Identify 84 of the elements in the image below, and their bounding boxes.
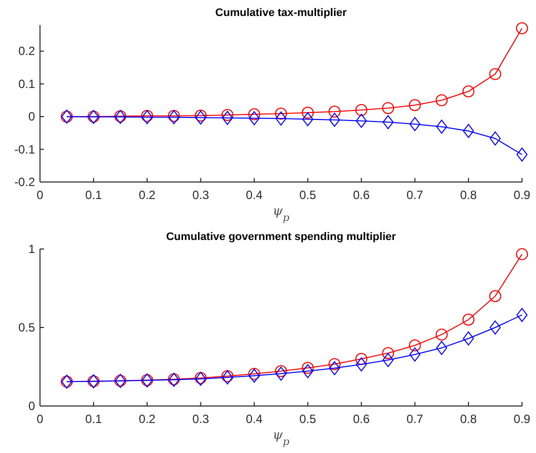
point [328, 358, 341, 370]
point [222, 110, 233, 125]
x-tick-label: 0 [36, 188, 44, 202]
x-tick-label: 0.3 [192, 412, 210, 426]
point [328, 106, 341, 118]
point [141, 110, 154, 122]
point [409, 117, 420, 132]
x-tick-label: 0.9 [514, 188, 531, 202]
y-tick-label: 0 [28, 399, 36, 413]
y-tick-label: 0.2 [18, 44, 36, 58]
point [382, 102, 394, 114]
point [194, 110, 207, 122]
point [221, 108, 234, 121]
y-tick-label: 0.5 [18, 320, 36, 334]
x-tick-label: 0.6 [352, 188, 370, 202]
x-tick-label: 0.1 [85, 188, 102, 202]
point [436, 120, 448, 134]
x-tick-label: 0.4 [246, 412, 263, 426]
point [329, 112, 340, 127]
point [436, 328, 448, 341]
x-tick-label: 0.6 [352, 412, 370, 426]
point [408, 99, 421, 112]
point [355, 352, 368, 365]
point [436, 340, 448, 355]
point [489, 68, 502, 80]
x-tick-label: 0.2 [138, 188, 156, 202]
point [409, 348, 420, 362]
x-tick-label: 0.1 [85, 412, 102, 426]
point [142, 110, 153, 124]
x-axis-title: ψ$_{p}$ [272, 428, 290, 448]
x-tick-label: 0.7 [406, 188, 424, 202]
point [436, 94, 448, 106]
point [168, 110, 180, 124]
x-tick-label: 0.5 [299, 412, 316, 426]
point [195, 110, 206, 125]
point [462, 85, 474, 98]
point [355, 104, 368, 116]
point [382, 353, 394, 367]
point [168, 110, 180, 122]
point [490, 132, 501, 146]
x-tick-label: 0.9 [514, 412, 531, 426]
x-tick-label: 0.5 [299, 188, 316, 202]
point [276, 112, 286, 126]
y-tick-label: -0.1 [14, 142, 36, 156]
point [516, 308, 528, 322]
point [302, 362, 314, 374]
point [462, 124, 474, 138]
y-tick-label: 1 [28, 242, 36, 256]
point [516, 22, 528, 34]
x-tick-label: 0.2 [138, 412, 156, 426]
y-tick-label: -0.2 [14, 175, 36, 189]
point [302, 364, 314, 378]
y-tick-label: 0 [28, 110, 36, 124]
x-tick-label: 0 [36, 412, 44, 426]
x-tick-label: 0.3 [192, 188, 210, 202]
x-tick-label: 0.8 [460, 188, 478, 202]
point [302, 112, 314, 126]
point [516, 148, 528, 162]
x-tick-label: 0.4 [246, 188, 263, 202]
point [275, 365, 287, 378]
point [248, 368, 260, 383]
point [516, 248, 528, 260]
x-tick-label: 0.8 [460, 412, 478, 426]
point [329, 361, 340, 376]
point [490, 320, 501, 334]
chart-title: Cumulative government spending multiplier [166, 231, 397, 243]
point [382, 115, 394, 130]
point [248, 111, 260, 126]
point [275, 108, 287, 120]
chart-title: Cumulative tax-multiplier [215, 7, 348, 19]
point [302, 106, 314, 119]
point [489, 290, 502, 302]
point [248, 108, 260, 120]
y-tick-label: 0.1 [18, 76, 36, 91]
point [248, 368, 260, 380]
point [356, 114, 367, 128]
point [382, 347, 394, 360]
x-axis-title: ψ$_{p}$ [272, 204, 290, 224]
point [276, 366, 286, 381]
x-tick-label: 0.7 [406, 412, 424, 426]
point [462, 314, 474, 326]
point [462, 331, 474, 346]
point [408, 339, 421, 352]
point [356, 357, 367, 372]
